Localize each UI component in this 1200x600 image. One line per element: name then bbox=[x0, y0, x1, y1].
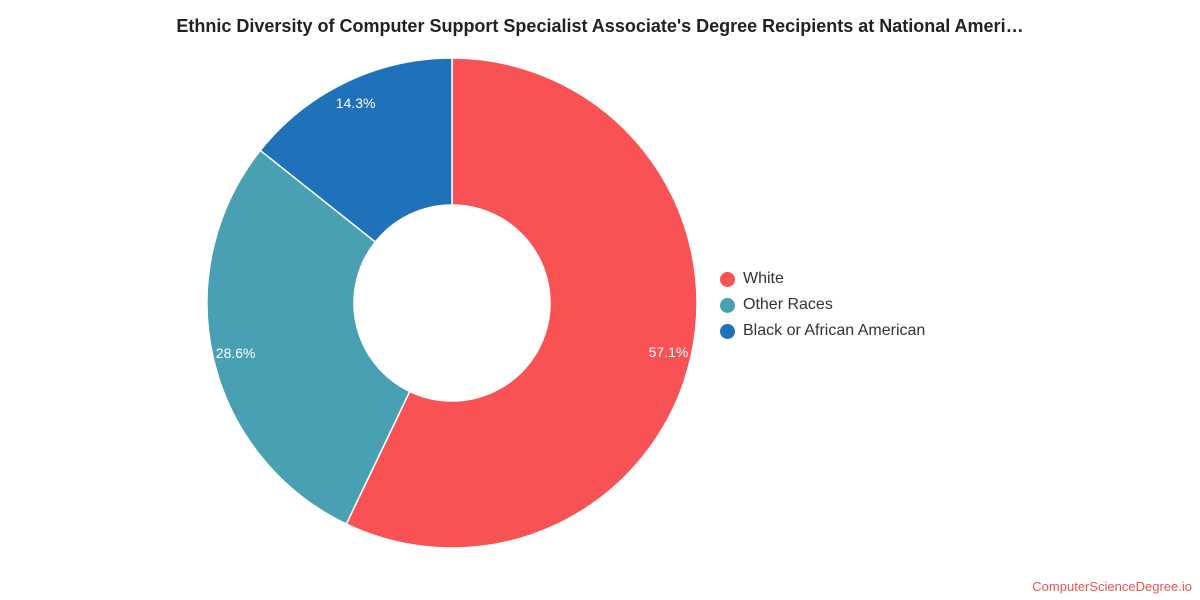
legend-label-black-or-african-american: Black or African American bbox=[743, 322, 926, 339]
legend-item-white[interactable]: White bbox=[720, 266, 925, 292]
slice-black-or-african-american[interactable] bbox=[259, 57, 453, 244]
donut-slice-labels: 57.1% 28.6% 14.3% bbox=[216, 95, 689, 361]
slice-label-black-or-african-american: 14.3% bbox=[336, 95, 376, 111]
legend-label-other-races: Other Races bbox=[743, 296, 833, 313]
donut-slices bbox=[206, 57, 698, 549]
slice-label-other-races: 28.6% bbox=[216, 345, 256, 361]
slice-other-races[interactable] bbox=[206, 149, 411, 526]
legend-label-white: White bbox=[743, 270, 784, 287]
watermark-text: ComputerScienceDegree.io bbox=[1032, 579, 1192, 594]
slice-white[interactable] bbox=[345, 57, 698, 549]
legend-item-black-or-african-american[interactable]: Black or African American bbox=[720, 318, 925, 344]
chart-legend: White Other Races Black or African Ameri… bbox=[720, 266, 925, 344]
legend-swatch-white bbox=[720, 271, 735, 287]
legend-item-other-races[interactable]: Other Races bbox=[720, 292, 925, 318]
slice-label-white: 57.1% bbox=[649, 344, 689, 360]
legend-swatch-black-or-african-american bbox=[720, 323, 735, 339]
chart-title: Ethnic Diversity of Computer Support Spe… bbox=[176, 16, 1024, 36]
legend-swatch-other-races bbox=[720, 297, 735, 313]
